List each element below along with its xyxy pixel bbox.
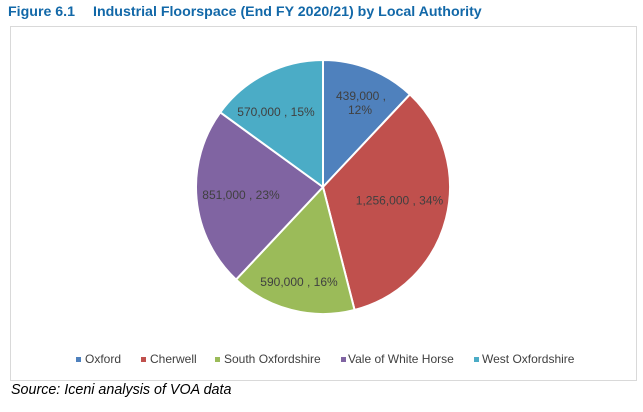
svg-text:1,256,000 , 34%: 1,256,000 , 34% xyxy=(356,194,444,208)
svg-text:12%: 12% xyxy=(348,103,372,117)
svg-text:851,000 , 23%: 851,000 , 23% xyxy=(202,188,280,202)
svg-text:439,000 ,: 439,000 , xyxy=(336,89,386,103)
svg-text:570,000 , 15%: 570,000 , 15% xyxy=(237,105,315,119)
svg-text:590,000 , 16%: 590,000 , 16% xyxy=(260,275,338,289)
